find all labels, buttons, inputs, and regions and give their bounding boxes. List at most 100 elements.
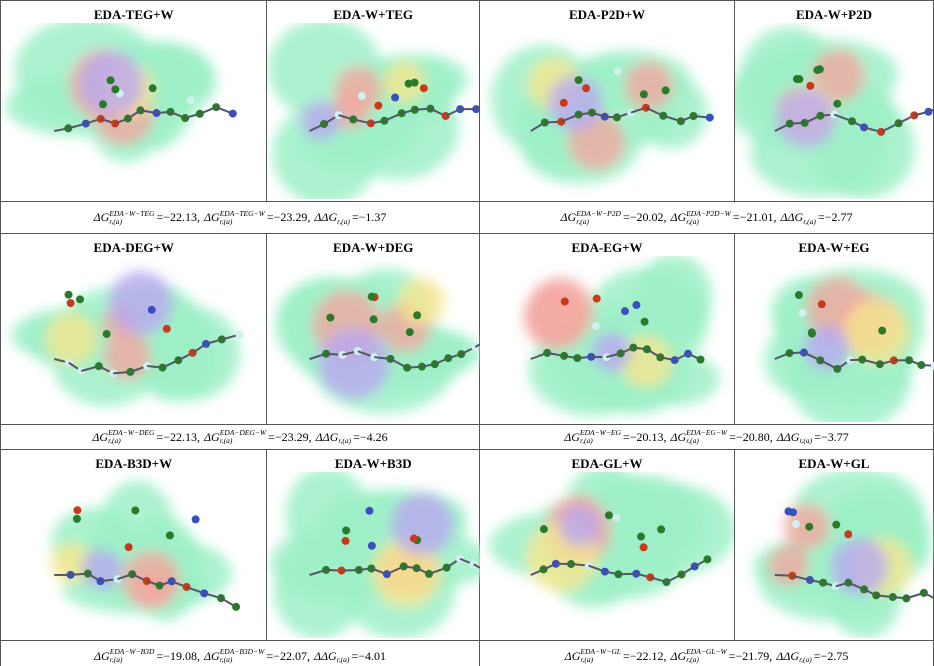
- atom: [785, 119, 794, 128]
- subscript: r,(a): [686, 216, 699, 226]
- atom: [341, 536, 350, 545]
- surface-spot: [391, 493, 455, 556]
- atom: [639, 90, 648, 99]
- energy-value: =−20.13,: [622, 429, 667, 444]
- atom: [616, 349, 625, 358]
- atom: [126, 367, 135, 376]
- delta-symbol: ΔG: [670, 648, 687, 663]
- caption-term: ΔG EDA−W−GL r,(a) =−22.12,: [565, 648, 667, 664]
- panel-title: EDA-B3D+W: [95, 456, 173, 471]
- subscript: r,(a): [579, 436, 593, 445]
- sub-superscript: EDA−W−GL r,(a): [580, 648, 621, 664]
- atom: [111, 85, 120, 94]
- atom: [182, 583, 191, 592]
- superscript: EDA−TEG−W: [219, 208, 265, 218]
- delta-symbol: ΔG: [92, 429, 109, 444]
- atom: [844, 530, 853, 539]
- energy-value: =−4.26: [353, 429, 388, 444]
- energy-value: =−20.02,: [622, 210, 667, 224]
- surface: [5, 23, 217, 163]
- subscript: r,(a): [336, 655, 350, 664]
- surface-spot: [383, 61, 426, 104]
- panel-title: EDA-TEG+W: [93, 7, 174, 22]
- sub-superscript: r,(a): [803, 210, 816, 226]
- panel-group: EDA-B3D+W EDA-W+B3D ΔG EDA−W−B3D r,(a) =−19.0…: [0, 450, 481, 666]
- surface-spot: [768, 545, 809, 586]
- atom: [155, 581, 164, 590]
- atom: [587, 352, 596, 361]
- surface-spot: [318, 327, 390, 400]
- atom: [847, 117, 856, 126]
- atom: [798, 309, 807, 318]
- panel: EDA-W+B3D: [266, 450, 481, 640]
- panel-group: EDA-TEG+W EDA-W+TEG ΔG EDA−W−TEG r,(a) =−22.1…: [0, 0, 481, 234]
- panel-group: EDA-P2D+W EDA-W+P2D ΔG EDA−W−P2D r,(a) =−20.0…: [480, 0, 934, 234]
- energy-value: =−2.77: [817, 210, 853, 224]
- atom: [574, 110, 583, 119]
- sub-superscript: EDA−P2D−W r,(a): [686, 209, 731, 226]
- atom: [684, 349, 693, 358]
- atom: [930, 361, 934, 370]
- atom: [806, 81, 815, 90]
- panel: EDA-P2D+W: [480, 1, 734, 201]
- atom: [113, 575, 122, 584]
- panel-pair: EDA-GL+W EDA-W+GL: [480, 450, 934, 640]
- atom: [832, 520, 841, 529]
- caption-term: ΔG EDA−GL−W r,(a) =−21.79,: [670, 648, 772, 664]
- atom: [637, 532, 646, 541]
- molecule-surface: [50, 480, 241, 621]
- delta-symbol: ΔG: [670, 429, 687, 444]
- atom: [543, 348, 552, 357]
- atom: [342, 526, 351, 535]
- caption: ΔG EDA−W−DEG r,(a) =−22.13, ΔG EDA−DEG−W r,(a)…: [1, 424, 479, 449]
- superscript: EDA−DEG−W: [219, 428, 267, 437]
- delta-symbol: ΔG: [564, 429, 580, 444]
- surface: [490, 44, 708, 184]
- atom: [405, 79, 414, 88]
- superscript: EDA−EG−W: [686, 428, 728, 437]
- subscript: r,(a): [799, 436, 813, 445]
- atom: [322, 349, 331, 358]
- molecule-surface: [523, 256, 720, 417]
- caption-term: ΔG EDA−W−EG r,(a) =−20.13,: [564, 429, 666, 445]
- atom: [349, 115, 358, 124]
- panel-title: EDA-W+P2D: [795, 7, 872, 22]
- atom: [106, 76, 115, 85]
- atom: [148, 84, 157, 93]
- molecule-surface: [5, 23, 237, 163]
- panel-title: EDA-W+EG: [798, 240, 870, 255]
- surface-spot: [558, 504, 601, 547]
- atom: [582, 84, 591, 93]
- surface-spot: [527, 277, 594, 344]
- delta-symbol: ΔΔG: [314, 210, 338, 224]
- sub-superscript: r,(a): [337, 210, 350, 226]
- energy-value: =−22.13,: [156, 429, 200, 444]
- atom: [174, 356, 183, 365]
- energy-value: =−1.37: [351, 210, 387, 224]
- caption-term: ΔΔG r,(a) =−4.01: [314, 648, 386, 664]
- atom: [632, 301, 641, 310]
- atom: [817, 300, 826, 309]
- caption-term: ΔG EDA−W−B3D r,(a) =−19.08,: [94, 648, 200, 664]
- bond: [475, 343, 481, 348]
- panel-title: EDA-W+DEG: [333, 240, 414, 255]
- molecule-surface: [489, 472, 734, 609]
- panel-group: EDA-EG+W EDA-W+EG ΔG EDA−W−EG r,(a) =−20.13, Δ…: [480, 234, 934, 450]
- delta-symbol: ΔΔG: [776, 429, 800, 444]
- atom: [789, 508, 798, 517]
- atom: [75, 295, 84, 304]
- panel-title: EDA-EG+W: [571, 240, 643, 255]
- surface: [50, 480, 232, 621]
- subscript: r,(a): [803, 216, 816, 226]
- caption-term: ΔΔG r,(a) =−1.37: [314, 210, 386, 226]
- atom: [413, 311, 422, 320]
- sub-superscript: EDA−W−EG r,(a): [580, 429, 621, 445]
- sub-superscript: EDA−W−B3D r,(a): [110, 648, 155, 664]
- atom: [228, 109, 237, 118]
- atom: [613, 67, 622, 76]
- panel-pair: EDA-DEG+W EDA-W+DEG: [1, 234, 481, 424]
- atom: [368, 292, 377, 301]
- atom: [584, 561, 593, 570]
- atom: [640, 317, 649, 326]
- energy-value: =−22.07,: [266, 648, 310, 663]
